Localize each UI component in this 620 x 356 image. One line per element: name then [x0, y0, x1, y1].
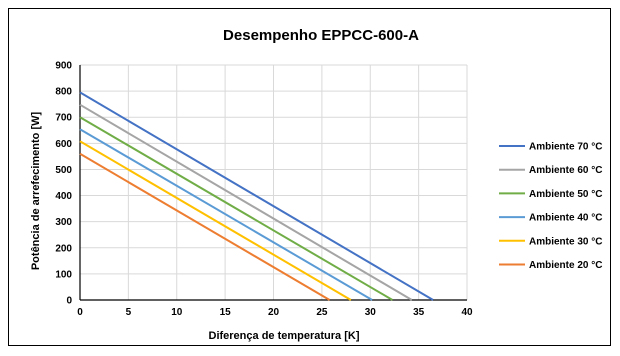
legend-label-6: Ambiente 20 °C	[529, 260, 602, 271]
x-tick-label: 0	[77, 307, 83, 318]
x-tick-label: 30	[365, 307, 377, 318]
legend-label-4: Ambiente 40 °C	[529, 213, 602, 224]
y-tick-label: 200	[55, 243, 72, 254]
y-tick-label: 700	[55, 113, 72, 124]
y-tick-label: 400	[55, 191, 72, 202]
legend-label-3: Ambiente 50 °C	[529, 189, 602, 200]
legend-label-1: Ambiente 70 °C	[529, 142, 602, 153]
y-tick-label: 0	[66, 296, 72, 307]
tick-labels: 0 100 200 300 400 500 600 700 800 900 0 5 10 15 20 25 30…	[55, 61, 473, 319]
y-tick-label: 800	[55, 87, 72, 98]
series-line-6	[79, 152, 331, 301]
x-tick-label: 20	[268, 307, 280, 318]
axes	[79, 65, 467, 301]
x-tick-label: 5	[126, 307, 132, 318]
y-tick-label: 600	[55, 139, 72, 150]
series-line-2	[79, 103, 413, 301]
series-line-4	[79, 128, 373, 301]
y-tick-label: 100	[55, 269, 72, 280]
series-line-3	[79, 116, 394, 301]
x-tick-label: 25	[316, 307, 328, 318]
chart-container: Desempenho EPPCC-600-A 0 100 200 300 400 500 6…	[8, 8, 611, 346]
chart-title: Desempenho EPPCC-600-A	[223, 27, 419, 44]
series-line-5	[79, 140, 352, 301]
series-line-1	[79, 91, 434, 301]
legend: Ambiente 70 °C Ambiente 60 °C Ambiente 50 …	[499, 142, 602, 271]
x-tick-label: 10	[171, 307, 183, 318]
x-tick-label: 40	[461, 307, 473, 318]
y-tick-label: 300	[55, 217, 72, 228]
legend-label-2: Ambiente 60 °C	[529, 165, 602, 176]
x-axis-title: Diferença de temperatura [K]	[209, 330, 360, 342]
y-axis-title: Potência de arrefecimento [W]	[30, 112, 42, 271]
line-chart: Desempenho EPPCC-600-A 01002003004005006…	[30, 27, 602, 342]
x-tick-label: 35	[413, 307, 425, 318]
legend-label-5: Ambiente 30 °C	[529, 236, 602, 247]
series-lines	[79, 91, 434, 301]
x-tick-label: 15	[220, 307, 232, 318]
gridlines	[79, 64, 468, 301]
y-tick-label: 500	[55, 165, 72, 176]
y-tick-label: 900	[55, 61, 72, 72]
